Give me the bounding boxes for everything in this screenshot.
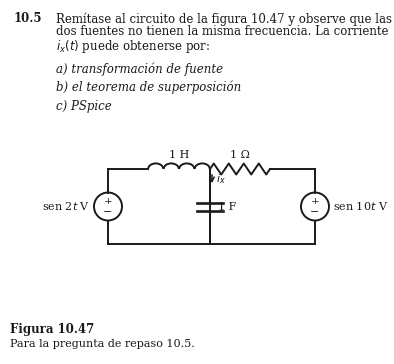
Text: 10.5: 10.5 <box>14 12 43 25</box>
Text: 1 F: 1 F <box>218 202 236 211</box>
Text: 1 Ω: 1 Ω <box>230 150 250 160</box>
Text: +: + <box>310 197 320 206</box>
Text: Remítase al circuito de la figura 10.47 y observe que las: Remítase al circuito de la figura 10.47 … <box>56 12 392 25</box>
Text: c) PSpice: c) PSpice <box>56 100 112 113</box>
Text: −: − <box>310 207 320 218</box>
Text: Para la pregunta de repaso 10.5.: Para la pregunta de repaso 10.5. <box>10 339 195 349</box>
Text: b) el teorema de superposición: b) el teorema de superposición <box>56 81 241 95</box>
Text: $i_x$: $i_x$ <box>216 172 226 186</box>
Text: sen 2$t$ V: sen 2$t$ V <box>42 201 90 213</box>
Text: 1 H: 1 H <box>169 150 189 160</box>
Text: sen 10$t$ V: sen 10$t$ V <box>333 201 388 213</box>
Text: a) transformación de fuente: a) transformación de fuente <box>56 62 223 75</box>
Text: Figura 10.47: Figura 10.47 <box>10 323 94 336</box>
Text: $i_x(t)$ puede obtenerse por:: $i_x(t)$ puede obtenerse por: <box>56 38 210 55</box>
Text: −: − <box>103 207 113 218</box>
Text: +: + <box>104 197 112 206</box>
Text: dos fuentes no tienen la misma frecuencia. La corriente: dos fuentes no tienen la misma frecuenci… <box>56 25 388 38</box>
